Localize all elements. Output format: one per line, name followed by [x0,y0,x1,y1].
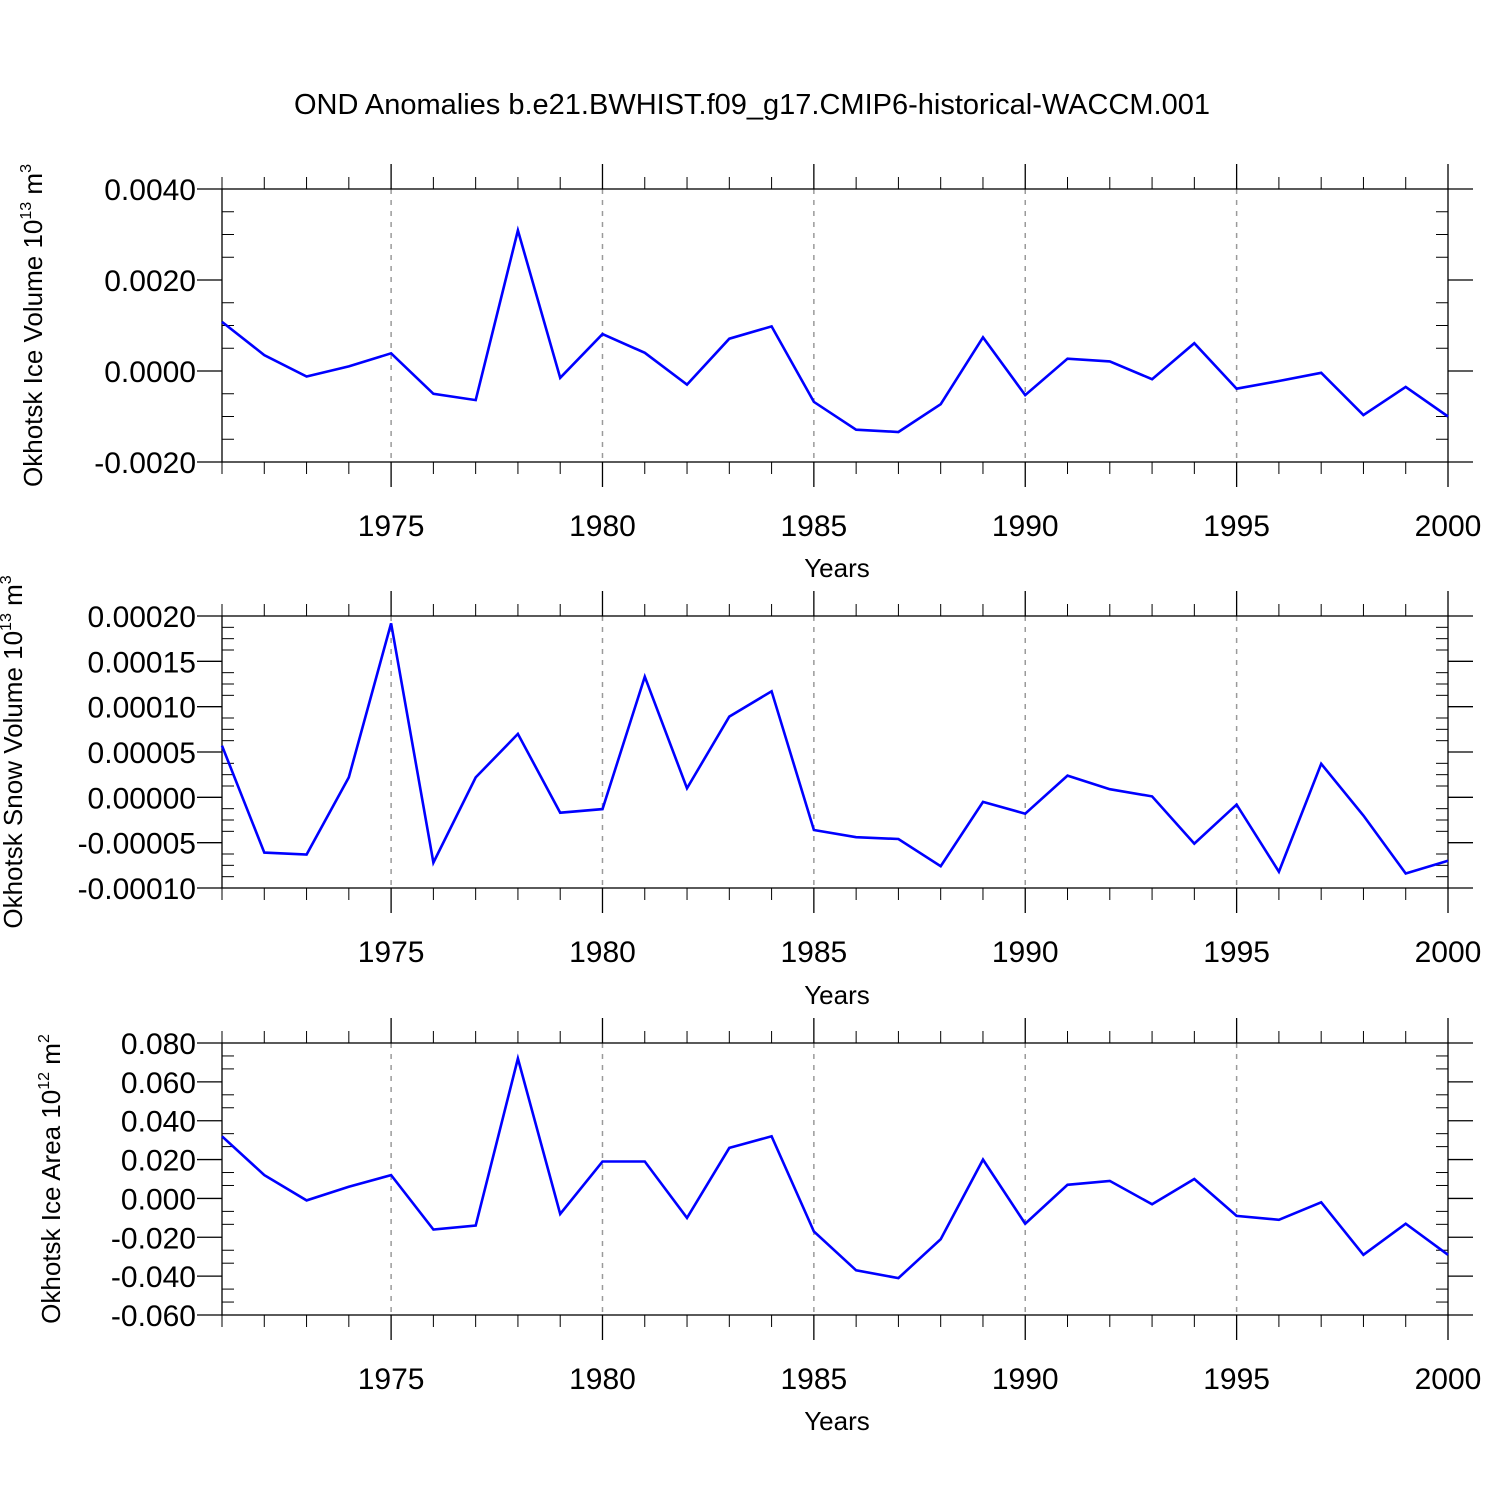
y-tick-label: 0.00020 [88,601,196,634]
y-axis-title-unit-exponent: 2 [36,1034,53,1043]
y-tick-label: 0.00000 [88,782,196,815]
y-axis-title: Okhotsk Ice Area 1012 m2 [36,1034,66,1324]
x-tick-label: 1995 [1203,936,1270,969]
x-tick-label: 1995 [1203,510,1270,543]
x-axis-title: Years [804,553,870,583]
y-axis-title-text: Okhotsk Ice Area 10 [36,1090,66,1324]
panel-2: -0.00010 -0.00005 0.00000 0.00005 0.00010 0.0… [0,575,1481,1010]
y-tick-label: 0.020 [121,1145,196,1178]
y-axis-title-unit-exponent: 3 [0,575,15,584]
y-tick-label: 0.00005 [88,737,196,770]
y-axis-title-exponent: 12 [36,1072,53,1090]
x-tick-label: 1990 [992,1363,1059,1396]
y-tick-label: 0.060 [121,1067,196,1100]
x-axis-title: Years [804,980,870,1010]
x-tick-label: 1975 [358,1363,425,1396]
x-tick-label: 1980 [569,1363,636,1396]
x-tick-label: 1975 [358,510,425,543]
y-tick-label: 0.080 [121,1028,196,1061]
y-tick-label: 0.0020 [104,265,196,298]
y-tick-label: 0.0000 [104,356,196,389]
x-tick-label: 1975 [358,936,425,969]
y-tick-label: 0.00010 [88,692,196,725]
series-line [220,622,1449,876]
y-axis-title: Okhotsk Snow Volume 1013 m3 [0,575,28,928]
y-tick-label: -0.040 [111,1261,196,1294]
y-axis-title-text: Okhotsk Ice Volume 10 [18,220,48,487]
y-tick-label: 0.000 [121,1183,196,1216]
x-tick-label: 2000 [1415,510,1482,543]
y-tick-label: -0.060 [111,1300,196,1333]
y-tick-label: -0.00010 [78,873,196,906]
series-line [221,225,1449,434]
x-tick-label: 2000 [1415,936,1482,969]
panel-1: -0.0020 0.0000 0.0020 0.0040 1975 1980 1985 199… [18,164,1481,583]
panels: -0.0020 0.0000 0.0020 0.0040 1975 1980 1985 199… [0,164,1481,1436]
y-axis-title-text: Okhotsk Snow Volume 10 [0,631,28,929]
plot-frame [221,1042,1449,1316]
x-tick-label: 1985 [780,510,847,543]
x-tick-label: 2000 [1415,1363,1482,1396]
figure-title: OND Anomalies b.e21.BWHIST.f09_g17.CMIP6… [294,89,1210,121]
panel-3: -0.060 -0.040 -0.020 0.000 0.020 0.040 0.060 0.… [36,1018,1481,1436]
y-tick-label: -0.00005 [78,828,196,861]
y-tick-label: 0.040 [121,1106,196,1139]
y-tick-label: 0.0040 [104,174,196,207]
x-tick-label: 1985 [780,1363,847,1396]
x-tick-label: 1985 [780,936,847,969]
y-axis-title-unit: m [36,1043,66,1072]
y-axis-title: Okhotsk Ice Volume 1013 m3 [18,164,48,487]
y-tick-label: 0.00015 [88,646,196,679]
y-tick-label: -0.0020 [94,447,196,480]
x-tick-label: 1990 [992,936,1059,969]
x-tick-label: 1995 [1203,1363,1270,1396]
x-tick-label: 1980 [569,510,636,543]
y-tick-label: -0.020 [111,1222,196,1255]
x-tick-label: 1980 [569,936,636,969]
series-line [221,1053,1449,1280]
y-axis-title-exponent: 13 [18,202,35,220]
y-axis-title-unit-exponent: 3 [18,164,35,173]
y-axis-title-unit: m [0,584,28,613]
y-axis-title-unit: m [18,173,48,202]
y-axis-title-exponent: 13 [0,613,15,631]
x-tick-label: 1990 [992,510,1059,543]
plot-frame [221,188,1449,463]
x-axis-title: Years [804,1406,870,1436]
